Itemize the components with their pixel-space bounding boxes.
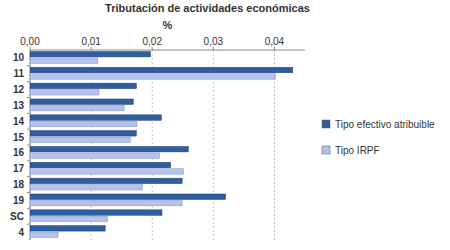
category-label: 12 (13, 84, 25, 95)
category-tick (27, 160, 30, 161)
legend-label: Tipo IRPF (335, 145, 380, 156)
bar (30, 226, 105, 231)
category-label: 16 (13, 147, 25, 158)
title: Tributación de actividades económicas (105, 2, 310, 14)
tick-label: 0,04 (265, 36, 285, 47)
bar (30, 105, 124, 110)
bar (30, 137, 130, 142)
category-label: 4 (18, 227, 24, 238)
category-tick (27, 224, 30, 225)
tick-label: 0,03 (204, 36, 224, 47)
bar (30, 121, 137, 126)
category-label: SC (10, 211, 24, 222)
bar (30, 115, 161, 120)
category-tick (27, 208, 30, 209)
bar (30, 83, 136, 88)
category-tick (27, 113, 30, 114)
bar (30, 169, 183, 174)
category-tick (27, 192, 30, 193)
bar (30, 147, 188, 152)
category-tick (27, 129, 30, 130)
tick-label: 0,01 (81, 36, 101, 47)
bar (30, 52, 150, 57)
category-label: 11 (13, 68, 24, 79)
legend-swatch (322, 146, 330, 154)
bar (30, 178, 182, 183)
category-tick (27, 97, 30, 98)
tick-label: 0,02 (142, 36, 162, 47)
bar (30, 200, 182, 205)
category-label: 19 (13, 195, 25, 206)
category-label: 14 (13, 116, 25, 127)
category-tick (27, 145, 30, 146)
category-label: 18 (13, 179, 25, 190)
bar (30, 210, 162, 215)
bar (30, 216, 108, 221)
legend-label: Tipo efectivo atribuible (335, 119, 435, 130)
bar (30, 67, 293, 72)
category-label: 10 (13, 52, 25, 63)
axis-line (30, 50, 305, 51)
axis-label: % (163, 19, 173, 31)
chart: Tributación de actividades económicas%0,… (0, 0, 450, 250)
bar (30, 74, 276, 79)
bar (30, 185, 142, 190)
bar (30, 153, 160, 158)
bar (30, 232, 58, 237)
tick-label: 0,00 (20, 36, 40, 47)
bar (30, 131, 136, 136)
category-tick (27, 65, 30, 66)
bar (30, 58, 98, 63)
bar (30, 99, 133, 104)
category-label: 13 (13, 100, 25, 111)
bar (30, 162, 171, 167)
category-label: 15 (13, 132, 25, 143)
bar (30, 194, 226, 199)
category-tick (27, 81, 30, 82)
category-tick (27, 176, 30, 177)
bars (30, 52, 293, 238)
category-label: 17 (13, 163, 25, 174)
bar (30, 90, 99, 95)
legend-swatch (322, 120, 330, 128)
